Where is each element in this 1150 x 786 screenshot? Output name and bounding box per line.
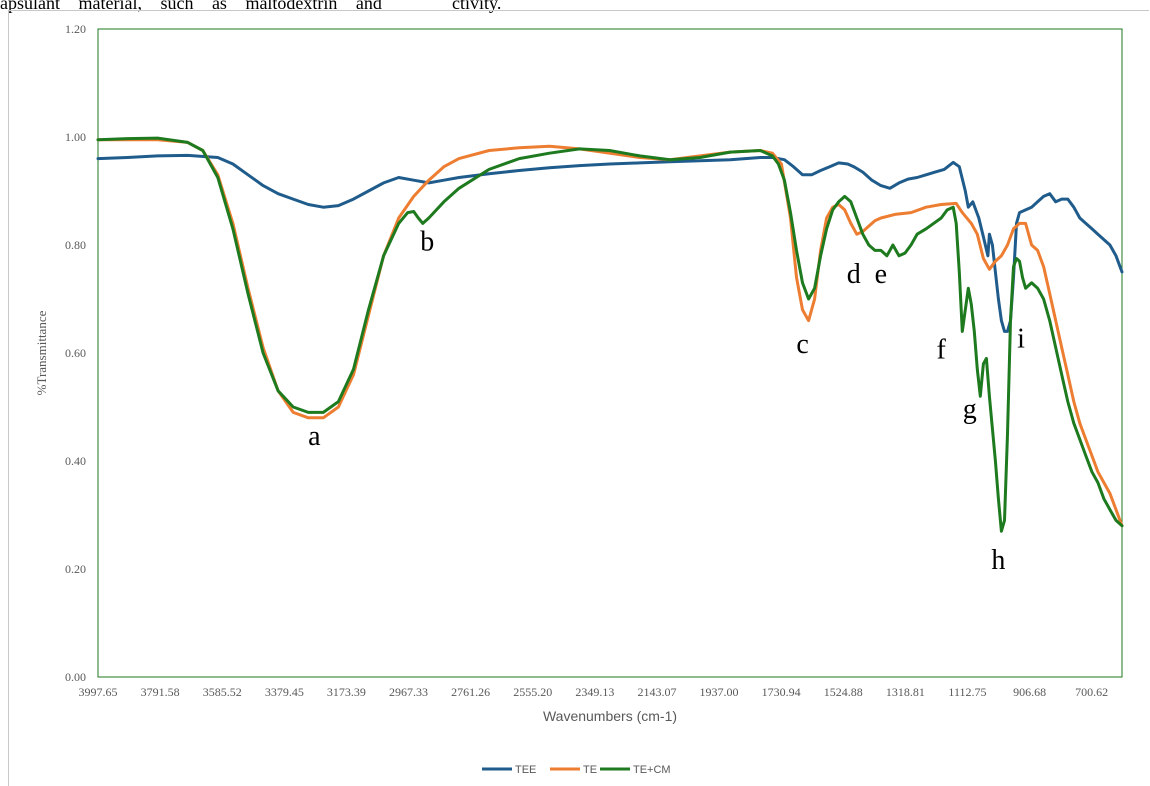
series-group: [96, 136, 1124, 533]
x-tick-label: 2143.07: [637, 685, 676, 699]
x-tick-label: 1937.00: [700, 685, 739, 699]
y-tick-label: 1.20: [65, 22, 86, 36]
x-tick-label: 1112.75: [948, 685, 986, 699]
peak-label-b: b: [420, 226, 434, 257]
x-tick-label: 3585.52: [203, 685, 242, 699]
x-tick-label: 1318.81: [886, 685, 925, 699]
x-tick-label: 3379.45: [265, 685, 304, 699]
x-tick-label: 3173.39: [327, 685, 366, 699]
x-tick-label: 2967.33: [389, 685, 428, 699]
series-line-te-cm: [96, 136, 1124, 533]
y-tick-label: 0.60: [65, 346, 86, 360]
x-tick-label: 2555.20: [513, 685, 552, 699]
y-axis-label: %Transmittance: [34, 310, 49, 395]
peak-label-c: c: [796, 329, 808, 360]
peak-label-h: h: [991, 545, 1005, 576]
x-tick-label: 1524.88: [824, 685, 863, 699]
x-axis-ticks: 3997.65 3791.58 3585.52 3379.45 3173.39 2967.…: [79, 685, 1109, 699]
y-axis-ticks: 0.00 0.20 0.40 0.60 0.80 1.00 1.20: [65, 22, 86, 684]
peak-label-i: i: [1017, 324, 1025, 355]
series-line-tee: [96, 153, 1124, 333]
peak-label-f: f: [937, 334, 947, 365]
y-tick-label: 0.40: [65, 454, 86, 468]
chart-frame: [8, 10, 1149, 786]
x-tick-label: 3791.58: [141, 685, 180, 699]
peak-label-a: a: [308, 421, 321, 452]
legend: TEE TE TE+CM: [482, 764, 671, 776]
x-tick-label: 906.68: [1013, 685, 1046, 699]
x-tick-label: 3997.65: [79, 685, 118, 699]
legend-label-te: TE: [583, 764, 597, 776]
peak-label-d: d: [847, 259, 861, 290]
x-tick-label: 2349.13: [575, 685, 614, 699]
peak-annotations: a b c d e fg h i: [308, 226, 1025, 576]
x-tick-label: 700.62: [1075, 685, 1108, 699]
peak-label-g: g: [963, 394, 977, 425]
y-tick-label: 1.00: [65, 130, 86, 144]
x-tick-label: 1730.94: [762, 685, 801, 699]
y-tick-label: 0.00: [65, 670, 86, 684]
series-line-te: [96, 138, 1124, 528]
x-tick-label: 2761.26: [451, 685, 490, 699]
peak-label-e: e: [875, 259, 887, 290]
x-axis-label: Wavenumbers (cm-1): [543, 708, 677, 724]
plot-area: [97, 28, 1123, 678]
page-top-text-left: apsulant material, such as maltodextrin …: [0, 0, 382, 13]
page-top-text-right: ctivity.: [452, 0, 502, 13]
y-tick-label: 0.80: [65, 238, 86, 252]
legend-label-te-cm: TE+CM: [633, 764, 671, 776]
y-tick-label: 0.20: [65, 562, 86, 576]
legend-label-tee: TEE: [515, 764, 536, 776]
